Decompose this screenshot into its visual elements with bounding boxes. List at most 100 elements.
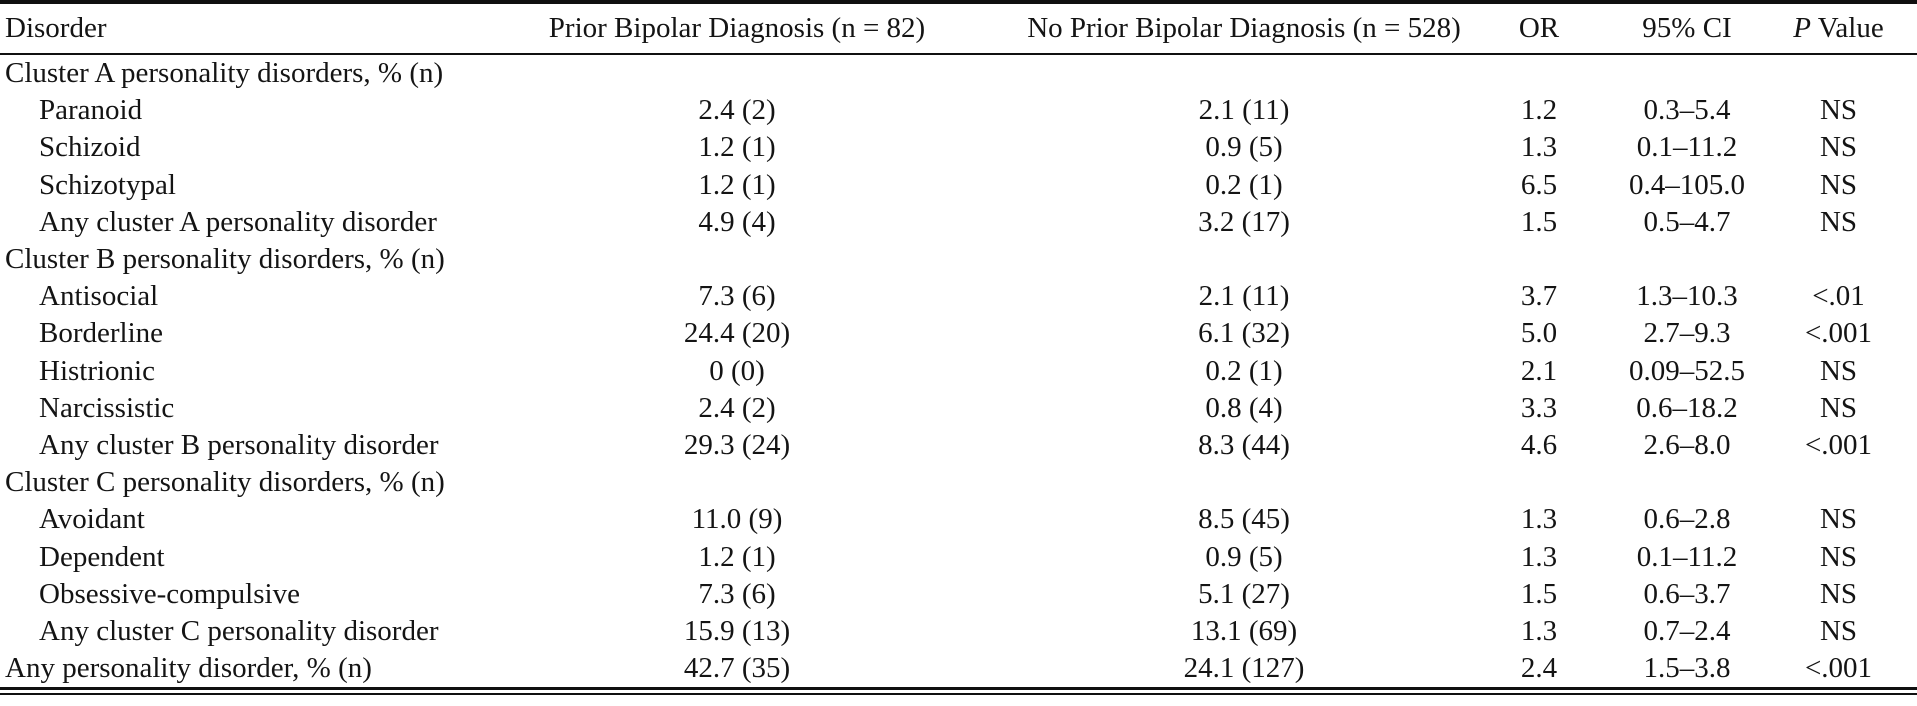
table-bottom-rule-thick (0, 687, 1917, 691)
or-cell: 3.3 (1520, 391, 1558, 424)
prior-pct-cell: 1.2 (1) (698, 168, 776, 201)
prior-pct-cell (450, 464, 1024, 501)
table-row: Cluster A personality disorders, % (n) (0, 54, 1917, 92)
no-prior-pct-cell: 8.5 (45) (1198, 503, 1290, 536)
table-row: Narcissistic 2.4 (2) 0.8 (4) 3.3 0.6–18.2 NS (0, 390, 1917, 427)
table-row: Antisocial 7.3 (6) 2.1 (11) 3.7 1.3–10.3 <.01 (0, 278, 1917, 315)
no-prior-pct-cell: 13.1 (69) (1190, 615, 1298, 648)
prior-pct-cell: 0 (0) (709, 354, 765, 387)
ci-cell: 1.5–3.8 (1643, 652, 1731, 685)
table-row: Any cluster B personality disorder 29.3 (… (0, 427, 1917, 464)
table-header: Disorder Prior Bipolar Diagnosis (n = 82… (0, 4, 1917, 55)
no-prior-pct-cell (1024, 241, 1464, 278)
personality-disorder-table: Disorder Prior Bipolar Diagnosis (n = 82… (0, 4, 1917, 687)
disorder-cell: Histrionic (39, 354, 155, 387)
p-value-cell (1760, 464, 1917, 501)
or-cell: 1.2 (1520, 94, 1558, 127)
or-cell: 2.1 (1520, 354, 1558, 387)
no-prior-pct-cell: 0.9 (5) (1205, 131, 1283, 164)
no-prior-pct-cell: 6.1 (32) (1198, 317, 1290, 350)
or-cell (1464, 241, 1614, 278)
no-prior-pct-cell: 8.3 (44) (1198, 429, 1290, 462)
ci-cell: 0.6–2.8 (1643, 503, 1731, 536)
no-prior-pct-cell: 2.1 (11) (1198, 280, 1290, 313)
disorder-cell: Narcissistic (39, 391, 175, 424)
no-prior-pct-cell: 0.2 (1) (1205, 354, 1283, 387)
ci-cell (1614, 464, 1760, 501)
table-body: Cluster A personality disorders, % (n) Pa… (0, 54, 1917, 687)
prior-pct-cell: 7.3 (6) (698, 280, 776, 313)
no-prior-pct-cell: 0.2 (1) (1205, 168, 1283, 201)
prior-pct-cell: 2.4 (2) (698, 94, 776, 127)
ci-cell: 0.1–11.2 (1636, 131, 1738, 164)
disorder-cell: Cluster C personality disorders, % (n) (5, 466, 445, 499)
disorder-cell: Cluster A personality disorders, % (n) (5, 57, 444, 89)
ci-cell: 1.3–10.3 (1636, 280, 1738, 313)
prior-pct-cell: 1.2 (1) (698, 540, 776, 573)
disorder-cell: Any cluster A personality disorder (39, 205, 437, 238)
disorder-cell: Schizotypal (39, 168, 176, 201)
disorder-cell: Obsessive-compulsive (39, 577, 300, 610)
table-row: Borderline 24.4 (20) 6.1 (32) 5.0 2.7–9.3 <.0… (0, 315, 1917, 352)
no-prior-pct-cell (1024, 54, 1464, 92)
ci-cell (1614, 54, 1760, 92)
disorder-cell: Schizoid (39, 131, 141, 164)
table-row: Cluster B personality disorders, % (n) (0, 241, 1917, 278)
col-header-or: OR (1464, 4, 1614, 55)
table-row: Cluster C personality disorders, % (n) (0, 464, 1917, 501)
ci-cell: 0.5–4.7 (1643, 205, 1731, 238)
p-value-cell: NS (1819, 503, 1858, 536)
prior-pct-cell (450, 241, 1024, 278)
col-header-ci: 95% CI (1614, 4, 1760, 55)
col-header-disorder: Disorder (0, 4, 450, 55)
prior-pct-cell: 15.9 (13) (683, 615, 791, 648)
prior-pct-cell: 4.9 (4) (698, 205, 776, 238)
table-row: Schizoid 1.2 (1) 0.9 (5) 1.3 0.1–11.2 NS (0, 129, 1917, 166)
table-row: Any cluster C personality disorder 15.9 (… (0, 613, 1917, 650)
p-value-cell (1760, 241, 1917, 278)
or-cell: 6.5 (1520, 168, 1558, 201)
ci-cell: 0.7–2.4 (1643, 615, 1731, 648)
no-prior-pct-cell: 3.2 (17) (1198, 205, 1290, 238)
or-cell: 1.3 (1520, 131, 1558, 164)
disorder-cell: Any personality disorder, % (n) (5, 652, 372, 685)
ci-cell: 2.7–9.3 (1643, 317, 1731, 350)
no-prior-pct-cell (1024, 464, 1464, 501)
p-value-cell (1760, 54, 1917, 92)
table-top-rule (0, 0, 1917, 4)
no-prior-pct-cell: 5.1 (27) (1198, 577, 1290, 610)
p-value-cell: NS (1819, 205, 1858, 238)
or-cell: 2.4 (1520, 652, 1558, 685)
or-cell: 1.5 (1520, 205, 1558, 238)
ci-cell: 2.6–8.0 (1643, 429, 1731, 462)
disorder-cell: Avoidant (39, 503, 145, 536)
p-value-cell: NS (1819, 615, 1858, 648)
p-value-cell: NS (1819, 168, 1858, 201)
table-row: Any personality disorder, % (n) 42.7 (35)… (0, 650, 1917, 687)
prior-pct-cell: 42.7 (35) (683, 652, 791, 685)
col-header-no-prior-diagnosis: No Prior Bipolar Diagnosis (n = 528) (1024, 4, 1464, 55)
or-cell: 1.3 (1520, 503, 1558, 536)
table-row: Paranoid 2.4 (2) 2.1 (11) 1.2 0.3–5.4 NS (0, 92, 1917, 129)
disorder-cell: Paranoid (39, 94, 143, 127)
prior-pct-cell: 7.3 (6) (698, 577, 776, 610)
or-cell: 1.3 (1520, 540, 1558, 573)
or-cell: 5.0 (1520, 317, 1558, 350)
or-cell: 1.3 (1520, 615, 1558, 648)
p-value-cell: NS (1819, 131, 1858, 164)
p-value-cell: NS (1819, 354, 1858, 387)
or-cell: 1.5 (1520, 577, 1558, 610)
p-value-cell: NS (1819, 391, 1858, 424)
disorder-cell: Antisocial (39, 280, 159, 313)
ci-cell: 0.6–3.7 (1643, 577, 1731, 610)
table-row: Avoidant 11.0 (9) 8.5 (45) 1.3 0.6–2.8 NS (0, 501, 1917, 538)
no-prior-pct-cell: 0.9 (5) (1205, 540, 1283, 573)
no-prior-pct-cell: 0.8 (4) (1205, 391, 1283, 424)
table-row: Schizotypal 1.2 (1) 0.2 (1) 6.5 0.4–105.0 NS (0, 167, 1917, 204)
ci-cell: 0.1–11.2 (1636, 540, 1738, 573)
table-row: Obsessive-compulsive 7.3 (6) 5.1 (27) 1.5 0.… (0, 576, 1917, 613)
table-row: Dependent 1.2 (1) 0.9 (5) 1.3 0.1–11.2 NS (0, 539, 1917, 576)
p-value-cell: NS (1819, 94, 1858, 127)
or-cell (1464, 54, 1614, 92)
